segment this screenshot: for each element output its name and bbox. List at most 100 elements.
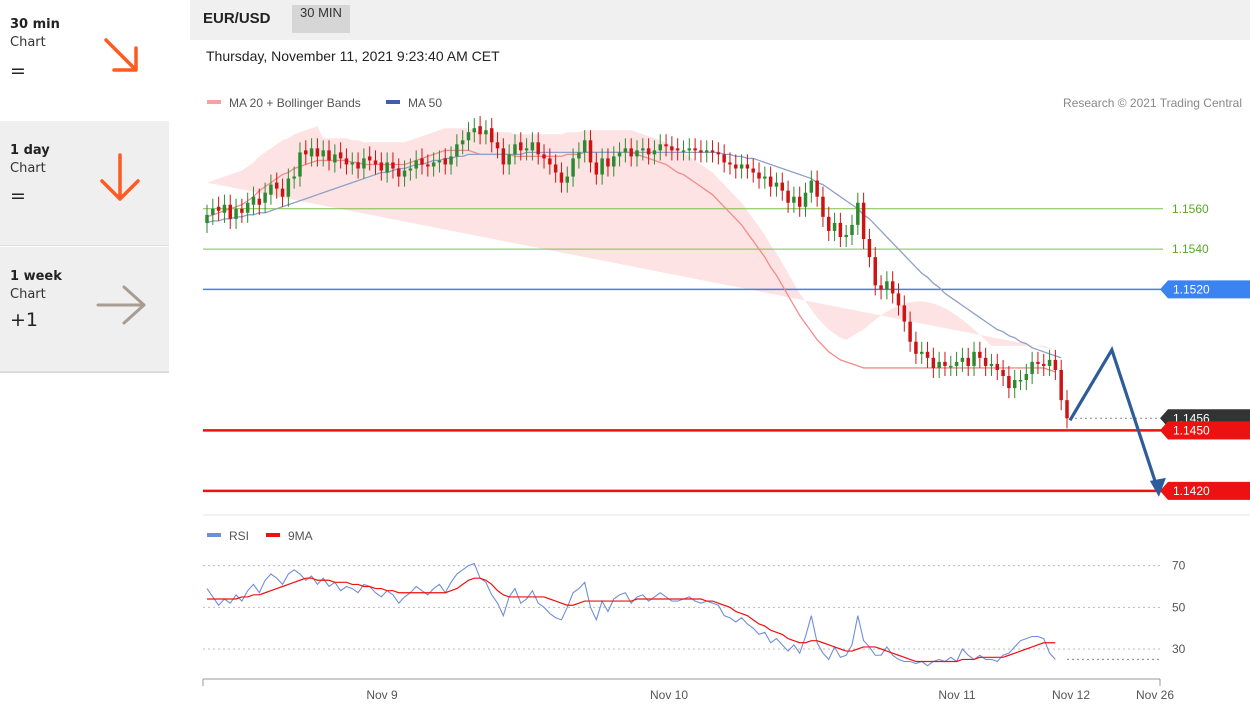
instrument-symbol: EUR/USD <box>203 10 271 27</box>
candle-body <box>298 152 302 177</box>
candle <box>420 148 424 175</box>
candle <box>460 130 465 155</box>
candle-body <box>228 204 232 219</box>
candle-body <box>617 152 622 157</box>
candle-body <box>954 361 959 366</box>
candle-body <box>792 196 796 203</box>
candle <box>251 186 256 215</box>
candle-body <box>635 150 639 157</box>
candle-body <box>588 140 593 163</box>
candle-body <box>507 154 511 165</box>
candle-body <box>1001 369 1005 376</box>
candle-body <box>646 148 651 155</box>
x-tick-label: Nov 12 <box>1052 688 1090 702</box>
candle <box>786 180 790 213</box>
timeframe-badge[interactable]: 30 MIN <box>292 5 350 33</box>
price-pane: 1.15601.15401.15201.14501.14201.14561.14… <box>203 0 1250 500</box>
candle <box>333 144 337 173</box>
timeframe-item-30min[interactable]: 30 min Chart = <box>0 0 169 125</box>
timeframe-item-1week[interactable]: 1 week Chart +1 <box>0 247 169 372</box>
candle <box>373 150 378 175</box>
candle-body <box>786 190 790 203</box>
candle <box>222 194 227 223</box>
candle-body <box>757 172 761 179</box>
candle <box>617 142 622 167</box>
candle-body <box>513 144 517 155</box>
candle <box>687 138 692 161</box>
candle <box>1065 390 1069 429</box>
candle <box>362 148 366 179</box>
candle-body <box>1012 380 1017 389</box>
chart-timestamp: Thursday, November 11, 2021 9:23:40 AM C… <box>206 48 500 64</box>
candle <box>397 158 401 187</box>
candle-body <box>466 132 471 141</box>
x-tick-label: Nov 10 <box>650 688 688 702</box>
candle <box>728 152 732 175</box>
price-level-label: 1.1520 <box>1173 282 1210 296</box>
candle-body <box>989 363 994 366</box>
candle <box>1024 363 1029 391</box>
candle <box>391 152 395 179</box>
candle-body <box>577 152 581 159</box>
candle <box>245 192 250 223</box>
candle-body <box>768 176 773 187</box>
candle-body <box>478 126 482 135</box>
candle-body <box>966 357 970 366</box>
candle-body <box>809 180 814 193</box>
timeframe-title: 1 week <box>10 269 62 284</box>
candle-body <box>402 170 407 177</box>
ma50-line <box>206 151 1062 359</box>
candle-body <box>565 176 570 183</box>
candle <box>780 172 785 201</box>
candle <box>815 170 819 207</box>
candle-body <box>856 202 860 225</box>
candle-body <box>995 363 1000 370</box>
candle <box>646 138 651 165</box>
candle <box>972 341 976 376</box>
rsi-pane: 70 50 30 RSI 9MA <box>203 529 1186 667</box>
candle <box>472 118 477 143</box>
candle <box>623 138 628 163</box>
candle <box>489 118 494 153</box>
candle <box>797 186 802 217</box>
candle <box>211 198 215 225</box>
candle <box>867 228 872 268</box>
timeframe-item-1day[interactable]: 1 day Chart = <box>0 121 169 246</box>
candle-body <box>571 158 575 177</box>
candle-body <box>844 234 848 237</box>
candle <box>530 132 535 161</box>
bollinger-band <box>207 126 1056 350</box>
candle-body <box>960 357 965 362</box>
candle-body <box>274 182 279 189</box>
candle-body <box>1018 380 1023 382</box>
arrow-down-right-icon <box>104 38 138 72</box>
candle <box>902 295 907 332</box>
candle <box>827 206 831 242</box>
candle <box>792 186 796 213</box>
candle <box>559 162 564 193</box>
candle-body <box>838 222 843 237</box>
legend-swatch-ma50 <box>386 100 400 104</box>
candle <box>960 347 965 372</box>
candle <box>832 212 837 242</box>
candle <box>734 154 738 179</box>
candle <box>495 132 500 159</box>
candle-body <box>321 150 325 157</box>
candle-body <box>379 162 384 171</box>
candle <box>937 351 941 379</box>
candle <box>664 134 668 157</box>
candle <box>298 142 302 187</box>
candle-body <box>426 164 430 167</box>
candle-body <box>234 208 238 219</box>
x-tick-label: Nov 9 <box>366 688 398 702</box>
candle <box>315 138 320 167</box>
candle <box>594 152 599 185</box>
candle <box>588 130 593 173</box>
candle-body <box>304 150 308 155</box>
candle <box>716 142 721 165</box>
candle <box>629 138 633 167</box>
candle <box>1047 349 1052 376</box>
candle-body <box>710 150 715 153</box>
candle <box>838 212 843 248</box>
candle <box>216 196 221 221</box>
